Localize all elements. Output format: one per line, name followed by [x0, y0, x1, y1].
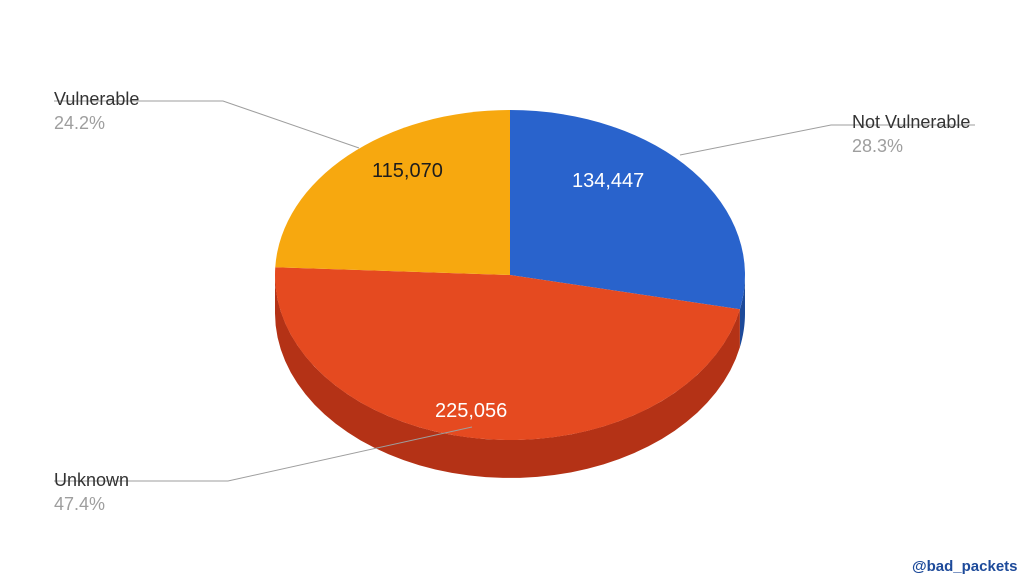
slice-label-percent: 24.2% [54, 111, 139, 135]
slice-label-percent: 28.3% [852, 134, 970, 158]
slice-label-name: Vulnerable [54, 87, 139, 111]
slice-label-unknown: Unknown47.4% [54, 468, 129, 517]
pie-chart-3d: 134,447 Not Vulnerable28.3% 225,056 Unknown… [0, 0, 1024, 582]
slice-value-unknown: 225,056 [435, 400, 507, 423]
slice-label-not-vulnerable: Not Vulnerable28.3% [852, 110, 970, 159]
attribution: @bad_packets [912, 558, 1018, 575]
slice-label-vulnerable: Vulnerable24.2% [54, 87, 139, 136]
slice-value-vulnerable: 115,070 [372, 160, 443, 183]
pie-slice-vulnerable [275, 110, 510, 275]
pie-slice-not-vulnerable [510, 110, 745, 309]
slice-label-percent: 47.4% [54, 492, 129, 516]
slice-label-name: Unknown [54, 468, 129, 492]
slice-label-name: Not Vulnerable [852, 110, 970, 134]
pie-svg [0, 0, 1024, 582]
slice-value-not-vulnerable: 134,447 [572, 170, 644, 193]
